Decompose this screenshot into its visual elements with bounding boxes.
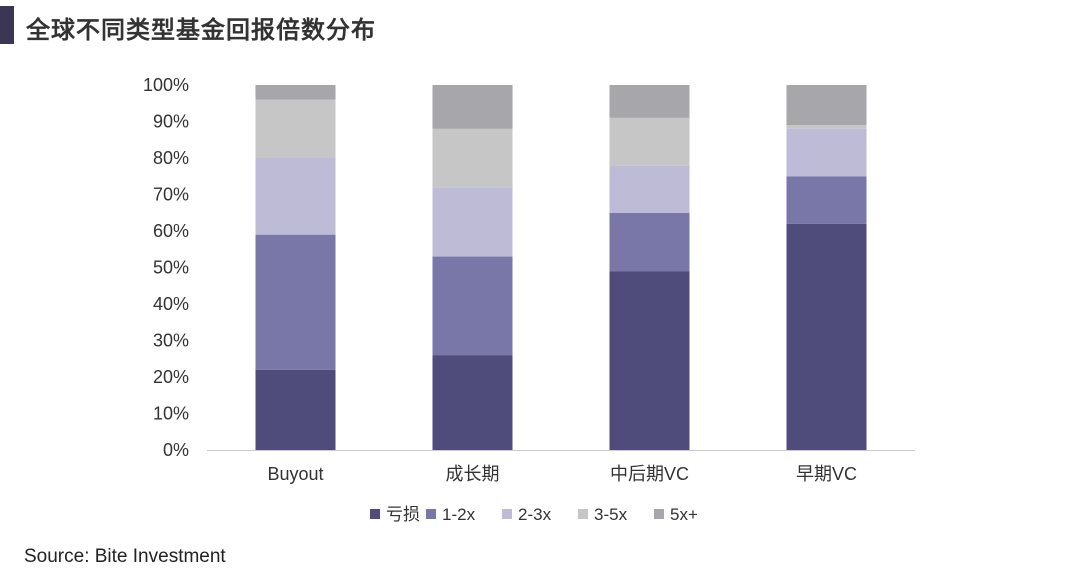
bar-segment xyxy=(432,85,513,129)
x-tick-label: 成长期 xyxy=(446,464,500,484)
y-tick-label: 60% xyxy=(153,221,189,241)
legend-swatch xyxy=(370,509,380,519)
y-tick-label: 100% xyxy=(143,75,189,95)
bar-segment xyxy=(609,271,690,450)
legend-label: 2-3x xyxy=(518,505,552,524)
bar-segment xyxy=(255,99,336,158)
bar-segment xyxy=(786,176,867,224)
bar-segment xyxy=(609,85,690,118)
bar-segment xyxy=(255,234,336,370)
y-tick-label: 0% xyxy=(163,440,189,460)
legend-swatch xyxy=(654,509,664,519)
legend-label: 3-5x xyxy=(594,505,628,524)
y-tick-label: 90% xyxy=(153,112,189,132)
y-tick-label: 50% xyxy=(153,258,189,278)
x-tick-label: Buyout xyxy=(267,464,323,484)
bar-segment xyxy=(432,256,513,356)
title-accent-bar xyxy=(0,6,14,44)
bar-segment xyxy=(786,85,867,126)
legend-swatch xyxy=(578,509,588,519)
bar-segment xyxy=(786,223,867,450)
y-tick-label: 70% xyxy=(153,185,189,205)
legend-label: 1-2x xyxy=(442,505,476,524)
bar-segment xyxy=(609,212,690,272)
bar-segment xyxy=(432,187,513,257)
x-tick-label: 中后期VC xyxy=(610,464,689,484)
legend-swatch xyxy=(426,509,436,519)
bar-segment xyxy=(432,128,513,188)
bar-segment xyxy=(432,355,513,450)
y-tick-label: 80% xyxy=(153,148,189,168)
y-tick-label: 30% xyxy=(153,331,189,351)
bar-segment xyxy=(255,369,336,450)
bar-segment xyxy=(609,165,690,213)
bar-segment xyxy=(609,117,690,166)
y-tick-label: 10% xyxy=(153,404,189,424)
chart-title: 全球不同类型基金回报倍数分布 xyxy=(26,15,376,44)
legend-swatch xyxy=(502,509,512,519)
bar-segment xyxy=(786,128,867,177)
source-note: Source: Bite Investment xyxy=(24,546,226,567)
legend-label: 亏损 xyxy=(386,505,420,524)
y-tick-label: 40% xyxy=(153,294,189,314)
legend-label: 5x+ xyxy=(670,505,698,524)
x-tick-label: 早期VC xyxy=(796,464,857,484)
bar-segment xyxy=(255,85,336,100)
bar-segment xyxy=(255,158,336,235)
bar-segment xyxy=(786,125,867,129)
y-tick-label: 20% xyxy=(153,367,189,387)
